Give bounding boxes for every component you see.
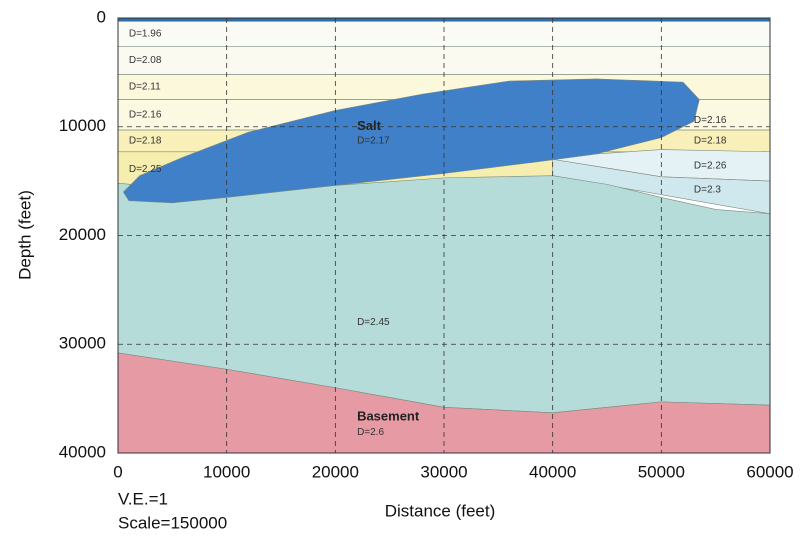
annotation: Scale=150000 [118,513,227,532]
layer [118,46,770,74]
layer-label: Basement [357,409,420,424]
y-axis-label: Depth (feet) [15,190,34,280]
x-tick-label: 0 [113,462,122,481]
x-tick-label: 30000 [420,462,467,481]
x-tick-label: 40000 [529,462,576,481]
layer-label: D=2.26 [694,161,727,172]
layer-label: D=2.6 [357,427,384,438]
y-tick-label: 10000 [59,116,106,135]
x-tick-label: 60000 [746,462,793,481]
annotation: V.E.=1 [118,489,168,508]
layer [118,21,770,46]
layer-label: D=1.96 [129,28,162,39]
layer-label: D=2.11 [129,82,161,93]
y-tick-label: 20000 [59,225,106,244]
x-tick-label: 10000 [203,462,250,481]
layer-label: D=2.16 [129,109,162,120]
y-tick-label: 40000 [59,442,106,461]
y-tick-label: 0 [97,7,106,26]
layer-label: D=2.18 [694,136,727,147]
x-axis-label: Distance (feet) [385,501,496,520]
x-tick-label: 20000 [312,462,359,481]
layer-label: D=2.3 [694,184,721,195]
layer-label: D=2.16 [694,115,727,126]
page: Distance (feet) Depth (feet) V.E.=1 Scal… [0,0,807,544]
x-tick-label: 50000 [638,462,685,481]
layer-label: D=2.17 [357,136,390,147]
layer-label: Salt [357,118,382,133]
layer-label: D=2.25 [129,164,162,175]
chart: Distance (feet) Depth (feet) V.E.=1 Scal… [0,0,807,539]
layer-label: D=2.08 [129,55,162,66]
layer-label: D=2.45 [357,317,390,328]
y-tick-label: 30000 [59,334,106,353]
layer-label: D=2.18 [129,136,162,147]
